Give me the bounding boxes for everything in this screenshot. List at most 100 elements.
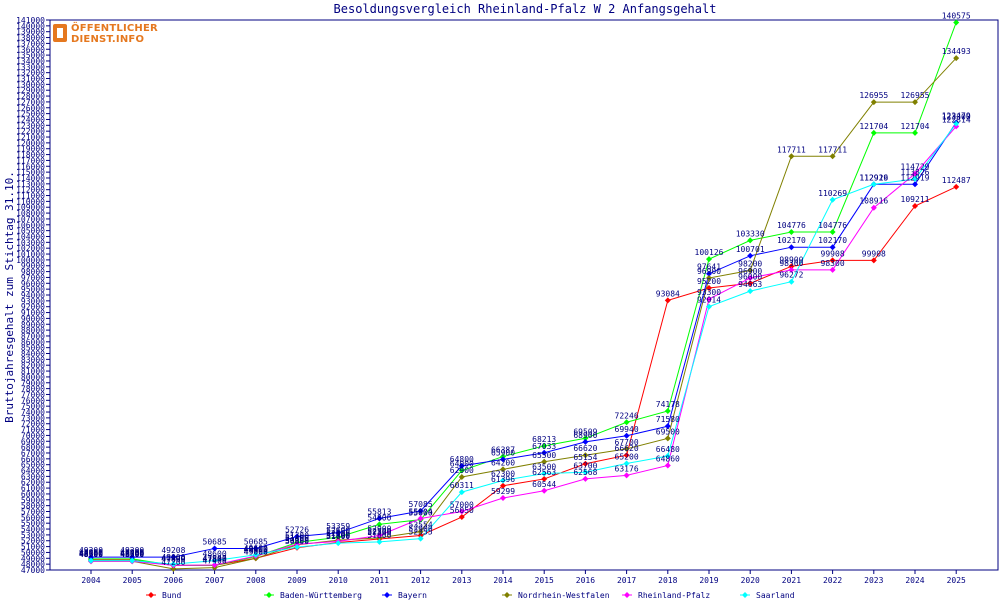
y-tick-label: 95000 (21, 285, 45, 294)
y-tick-label: 141000 (16, 16, 45, 25)
data-label: 57085 (409, 500, 433, 509)
data-label: 96272 (779, 271, 803, 280)
x-tick-label: 2014 (493, 576, 512, 585)
data-point (294, 544, 300, 551)
data-label: 102170 (777, 236, 806, 245)
data-label: 56050 (450, 506, 474, 515)
x-tick-label: 2008 (246, 576, 265, 585)
data-points (88, 19, 960, 572)
data-label: 65900 (491, 448, 515, 457)
y-tick-label: 50000 (21, 548, 45, 557)
data-label: 108916 (859, 197, 888, 206)
data-point (912, 170, 918, 177)
data-label: 61396 (491, 475, 515, 484)
data-point (706, 275, 712, 282)
data-label: 62900 (450, 466, 474, 475)
x-tick-label: 2021 (782, 576, 801, 585)
data-point (747, 252, 754, 259)
y-tick-label: 126000 (16, 104, 45, 113)
y-tick-label: 113000 (16, 180, 45, 189)
x-tick-label: 2018 (658, 576, 677, 585)
data-point (623, 432, 630, 439)
data-label: 48900 (79, 548, 103, 557)
data-label: 71580 (656, 415, 680, 424)
data-label: 117711 (818, 145, 847, 154)
data-point (252, 545, 259, 552)
y-tick-label: 67000 (21, 449, 45, 458)
legend-marker (384, 592, 390, 598)
data-label: 51400 (285, 533, 309, 542)
x-tick-label: 2015 (535, 576, 554, 585)
y-tick-label: 56000 (21, 513, 45, 522)
y-tick-label: 131000 (16, 75, 45, 84)
y-tick-label: 120000 (16, 139, 45, 148)
y-tick-label: 100000 (16, 256, 45, 265)
y-tick-label: 101000 (16, 250, 45, 259)
data-label: 114729 (901, 163, 930, 172)
y-tick-label: 71000 (21, 426, 45, 435)
series-line (91, 122, 957, 558)
data-point (829, 196, 836, 203)
data-point (335, 540, 342, 547)
y-tick-label: 80000 (21, 373, 45, 382)
data-point (623, 460, 630, 467)
data-point (788, 266, 795, 273)
data-point (376, 538, 383, 545)
data-label: 100701 (736, 245, 765, 254)
y-tick-label: 127000 (16, 98, 45, 107)
data-label: 54800 (367, 513, 391, 522)
y-tick-label: 74000 (21, 408, 45, 417)
data-label: 66620 (615, 444, 639, 453)
series-line (91, 186, 957, 566)
y-tick-label: 47000 (21, 566, 45, 575)
data-label: 49000 (244, 547, 268, 556)
y-tick-label: 84000 (21, 350, 45, 359)
data-label: 48600 (79, 550, 103, 559)
x-tick-label: 2009 (287, 576, 306, 585)
data-label: 69500 (656, 427, 680, 436)
y-tick-label: 110000 (16, 197, 45, 206)
data-label: 64860 (656, 455, 680, 464)
data-point (747, 237, 754, 244)
data-label: 109211 (901, 195, 930, 204)
y-tick-label: 138000 (16, 34, 45, 43)
data-point (912, 129, 918, 136)
y-tick-label: 58000 (21, 502, 45, 511)
legend: Bund Baden-Württemberg Bayern Nordrhein-Wes… (146, 591, 795, 600)
data-label: 47800 (203, 554, 227, 563)
data-point (582, 469, 589, 476)
x-tick-label: 2010 (329, 576, 348, 585)
data-point (541, 442, 548, 449)
data-point (664, 423, 671, 430)
legend-label: Baden-Württemberg (280, 591, 362, 600)
data-label: 123300 (942, 113, 971, 122)
data-label: 49600 (244, 544, 268, 553)
data-label: 112926 (859, 173, 888, 182)
y-tick-label: 57000 (21, 507, 45, 516)
data-point (829, 244, 836, 251)
data-label: 52726 (285, 525, 309, 534)
y-tick-label: 76000 (21, 396, 45, 405)
data-point (376, 532, 383, 539)
data-point (129, 557, 136, 564)
y-tick-label: 90000 (21, 314, 45, 323)
y-tick-label: 104000 (16, 232, 45, 241)
data-label: 49200 (120, 546, 144, 555)
x-tick-label: 2006 (164, 576, 183, 585)
y-tick-label: 75000 (21, 402, 45, 411)
y-tick-label: 85000 (21, 344, 45, 353)
legend-label: Saarland (756, 591, 795, 600)
data-point (500, 482, 506, 489)
y-tick-label: 97000 (21, 273, 45, 282)
legend-label: Bund (162, 591, 181, 600)
data-label: 65200 (615, 453, 639, 462)
data-label: 48000 (161, 553, 185, 562)
data-label: 98300 (821, 259, 845, 268)
data-label: 50685 (203, 537, 227, 546)
data-label: 50685 (244, 537, 268, 546)
data-point (541, 449, 548, 456)
y-tick-label: 70000 (21, 431, 45, 440)
y-tick-label: 77000 (21, 390, 45, 399)
data-point (829, 228, 836, 235)
y-tick-label: 121000 (16, 133, 45, 142)
